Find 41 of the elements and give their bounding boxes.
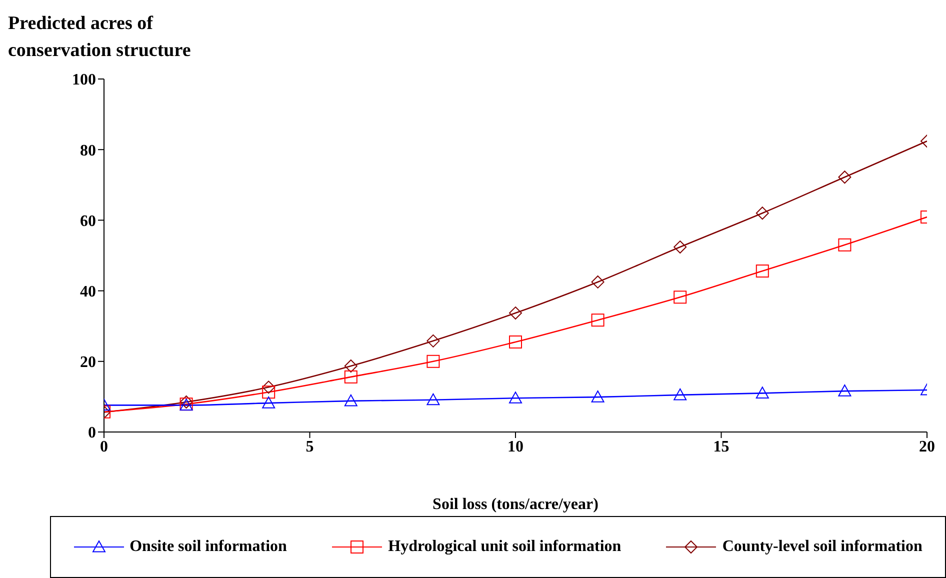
y-tick-label: 20: [80, 354, 96, 372]
x-tick-label: 10: [508, 438, 524, 456]
y-axis-title: Predicted acres of conservation structure: [8, 12, 192, 63]
y-tick-label: 40: [80, 283, 96, 300]
point: [674, 240, 687, 254]
y-tick-label: 80: [80, 142, 96, 160]
point: [180, 395, 193, 408]
point: [756, 264, 769, 278]
point: [838, 238, 852, 252]
y-tick-label: 0: [88, 424, 96, 442]
point: [344, 359, 358, 372]
point: [756, 386, 769, 398]
point: [838, 384, 852, 396]
y-tick-label: 100: [72, 72, 96, 89]
point: [426, 354, 440, 368]
x-tick-label: 20: [919, 438, 935, 456]
x-tick-label: 5: [306, 438, 314, 456]
point: [262, 386, 276, 399]
legend-label: Hydrological unit soil information: [388, 538, 622, 556]
point: [674, 388, 687, 400]
point: [509, 335, 522, 348]
x-axis-title: Soil loss (tons/acre/year): [432, 496, 598, 513]
point: [591, 275, 604, 288]
point: [674, 290, 687, 304]
point: [344, 370, 358, 384]
legend-label: Onsite soil information: [130, 538, 287, 556]
point: [756, 206, 769, 220]
legend-label: County-level soil information: [722, 538, 922, 556]
point: [426, 334, 440, 348]
point: [344, 394, 358, 406]
x-tick-label: 15: [713, 438, 730, 456]
x-tick-label: 0: [100, 438, 108, 456]
point: [509, 392, 522, 404]
point: [262, 380, 276, 394]
point: [838, 170, 852, 184]
point: [262, 396, 276, 408]
point: [591, 390, 604, 402]
y-tick-label: 60: [80, 212, 96, 230]
point: [426, 393, 440, 406]
point: [591, 314, 604, 327]
point: [509, 306, 522, 320]
